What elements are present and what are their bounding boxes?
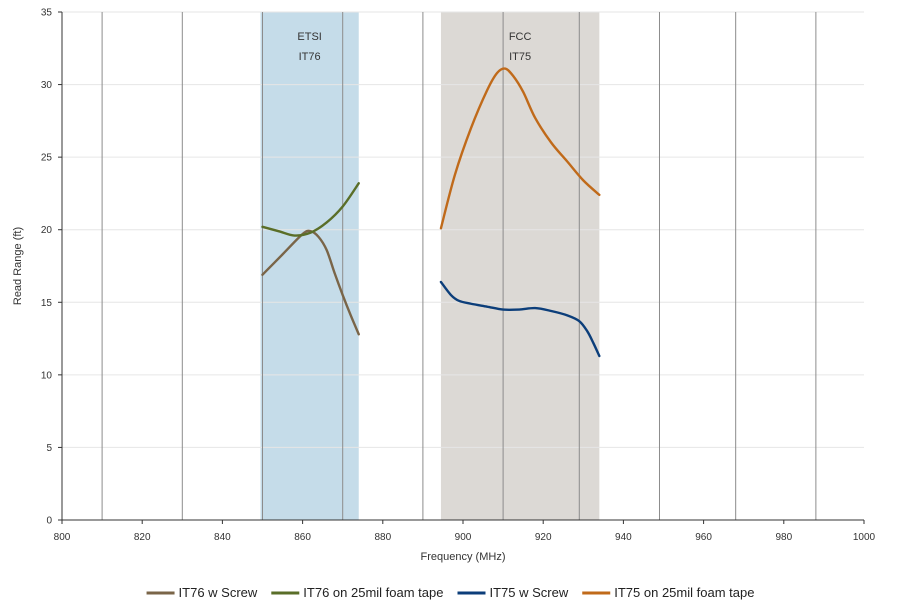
series-line-it75-on-25mil-foam-tape xyxy=(439,67,601,230)
x-tick-label-4: 880 xyxy=(374,532,391,543)
legend-item-it75-w-screw: IT75 w Screw xyxy=(457,585,569,600)
y-tick-label-7: 35 xyxy=(41,8,53,19)
y-tick-label-1: 5 xyxy=(46,443,52,454)
legend-label-it76-w-screw: IT76 w Screw xyxy=(179,585,258,600)
axes-layer: 0 5 10 15 20 25 30 35 800 820 840 860 880 900 920 940 96… xyxy=(41,8,876,544)
x-tick-label-8: 960 xyxy=(695,532,712,543)
y-axis-label: Read Range (ft) xyxy=(12,227,24,305)
x-tick-label-3: 860 xyxy=(294,532,311,543)
legend-item-it75-on-25mil-foam-tape: IT75 on 25mil foam tape xyxy=(582,585,754,600)
bands-layer: ETSI IT76 FCC IT75 xyxy=(260,12,600,520)
y-tick-label-5: 25 xyxy=(41,153,53,164)
legend-item-it76-w-screw: IT76 w Screw xyxy=(146,585,258,600)
y-tick-label-0: 0 xyxy=(46,516,52,527)
legend: IT76 w Screw IT76 on 25mil foam tape IT75 … xyxy=(146,585,754,600)
legend-item-it76-on-25mil-foam-tape: IT76 on 25mil foam tape xyxy=(271,585,444,600)
x-tick-label-9: 980 xyxy=(775,532,792,543)
band-label-0-line1: ETSI xyxy=(297,31,321,43)
x-tick-label-7: 940 xyxy=(615,532,632,543)
series-layer xyxy=(261,67,601,358)
legend-label-it75-on-25mil-foam-tape: IT75 on 25mil foam tape xyxy=(614,585,754,600)
band-label-1-line1: FCC xyxy=(509,31,532,43)
labels-layer: Frequency (MHz) Read Range (ft) xyxy=(12,227,505,563)
band-label-1-line2: IT75 xyxy=(509,51,531,63)
band-0 xyxy=(260,12,359,520)
x-tick-label-0: 800 xyxy=(54,532,71,543)
x-tick-label-1: 820 xyxy=(134,532,151,543)
x-tick-label-5: 900 xyxy=(455,532,472,543)
x-axis-label: Frequency (MHz) xyxy=(421,551,506,563)
y-tick-label-2: 10 xyxy=(41,370,53,381)
legend-label-it76-on-25mil-foam-tape: IT76 on 25mil foam tape xyxy=(303,585,443,600)
series-line-it76-w-screw xyxy=(261,229,360,336)
band-label-0-line2: IT76 xyxy=(299,51,321,63)
y-tick-label-3: 15 xyxy=(41,298,53,309)
y-tick-label-4: 20 xyxy=(41,225,53,236)
series-line-it76-on-25mil-foam-tape xyxy=(261,182,360,237)
series-line-it75-w-screw xyxy=(439,280,601,358)
x-tick-label-6: 920 xyxy=(535,532,552,543)
y-tick-label-6: 30 xyxy=(41,80,53,91)
band-1 xyxy=(440,12,600,520)
x-tick-label-2: 840 xyxy=(214,532,231,543)
legend-label-it75-w-screw: IT75 w Screw xyxy=(490,585,569,600)
x-tick-label-10: 1000 xyxy=(853,532,876,543)
